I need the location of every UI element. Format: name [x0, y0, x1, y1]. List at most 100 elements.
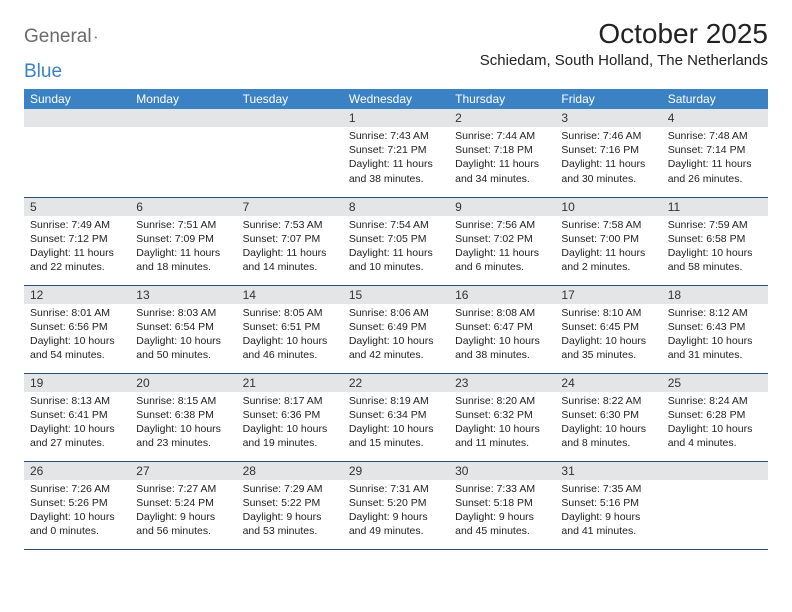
sunset: Sunset: 5:20 PM — [349, 496, 443, 510]
day-body: Sunrise: 8:15 AMSunset: 6:38 PMDaylight:… — [130, 392, 236, 455]
day-number: 22 — [343, 374, 449, 392]
sunset: Sunset: 6:38 PM — [136, 408, 230, 422]
calendar-cell: 5Sunrise: 7:49 AMSunset: 7:12 PMDaylight… — [24, 197, 130, 285]
day-number: 15 — [343, 286, 449, 304]
calendar-cell: 30Sunrise: 7:33 AMSunset: 5:18 PMDayligh… — [449, 461, 555, 549]
daylight: Daylight: 10 hours and 4 minutes. — [668, 422, 762, 450]
daylight: Daylight: 9 hours and 41 minutes. — [561, 510, 655, 538]
day-number: 25 — [662, 374, 768, 392]
sunset: Sunset: 5:18 PM — [455, 496, 549, 510]
daylight: Daylight: 11 hours and 6 minutes. — [455, 246, 549, 274]
sunrise: Sunrise: 8:03 AM — [136, 306, 230, 320]
day-number: 2 — [449, 109, 555, 127]
calendar-cell — [24, 109, 130, 197]
sunset: Sunset: 5:24 PM — [136, 496, 230, 510]
daylight: Daylight: 10 hours and 23 minutes. — [136, 422, 230, 450]
calendar-week: 5Sunrise: 7:49 AMSunset: 7:12 PMDaylight… — [24, 197, 768, 285]
sunrise: Sunrise: 7:46 AM — [561, 129, 655, 143]
daylight: Daylight: 10 hours and 0 minutes. — [30, 510, 124, 538]
day-body: Sunrise: 7:26 AMSunset: 5:26 PMDaylight:… — [24, 480, 130, 543]
calendar-week: 1Sunrise: 7:43 AMSunset: 7:21 PMDaylight… — [24, 109, 768, 197]
calendar-cell: 9Sunrise: 7:56 AMSunset: 7:02 PMDaylight… — [449, 197, 555, 285]
daylight: Daylight: 11 hours and 38 minutes. — [349, 157, 443, 185]
calendar-cell: 27Sunrise: 7:27 AMSunset: 5:24 PMDayligh… — [130, 461, 236, 549]
sunset: Sunset: 6:54 PM — [136, 320, 230, 334]
day-body: Sunrise: 8:13 AMSunset: 6:41 PMDaylight:… — [24, 392, 130, 455]
day-header: Thursday — [449, 89, 555, 109]
sunrise: Sunrise: 8:17 AM — [243, 394, 337, 408]
calendar-cell: 28Sunrise: 7:29 AMSunset: 5:22 PMDayligh… — [237, 461, 343, 549]
sunrise: Sunrise: 8:12 AM — [668, 306, 762, 320]
sunset: Sunset: 6:28 PM — [668, 408, 762, 422]
daylight: Daylight: 11 hours and 14 minutes. — [243, 246, 337, 274]
daylight: Daylight: 11 hours and 10 minutes. — [349, 246, 443, 274]
daylight: Daylight: 11 hours and 18 minutes. — [136, 246, 230, 274]
calendar-cell: 16Sunrise: 8:08 AMSunset: 6:47 PMDayligh… — [449, 285, 555, 373]
calendar-cell: 21Sunrise: 8:17 AMSunset: 6:36 PMDayligh… — [237, 373, 343, 461]
calendar-cell: 19Sunrise: 8:13 AMSunset: 6:41 PMDayligh… — [24, 373, 130, 461]
sunset: Sunset: 6:47 PM — [455, 320, 549, 334]
daylight: Daylight: 10 hours and 31 minutes. — [668, 334, 762, 362]
calendar-cell: 25Sunrise: 8:24 AMSunset: 6:28 PMDayligh… — [662, 373, 768, 461]
calendar-week: 26Sunrise: 7:26 AMSunset: 5:26 PMDayligh… — [24, 461, 768, 549]
day-number — [130, 109, 236, 127]
daylight: Daylight: 10 hours and 15 minutes. — [349, 422, 443, 450]
calendar-cell: 14Sunrise: 8:05 AMSunset: 6:51 PMDayligh… — [237, 285, 343, 373]
sunset: Sunset: 5:16 PM — [561, 496, 655, 510]
calendar-body: 1Sunrise: 7:43 AMSunset: 7:21 PMDaylight… — [24, 109, 768, 549]
day-number: 26 — [24, 462, 130, 480]
day-number: 31 — [555, 462, 661, 480]
sunrise: Sunrise: 7:43 AM — [349, 129, 443, 143]
day-body — [662, 480, 768, 486]
day-body: Sunrise: 7:43 AMSunset: 7:21 PMDaylight:… — [343, 127, 449, 190]
daylight: Daylight: 10 hours and 35 minutes. — [561, 334, 655, 362]
sunrise: Sunrise: 7:29 AM — [243, 482, 337, 496]
calendar-cell: 15Sunrise: 8:06 AMSunset: 6:49 PMDayligh… — [343, 285, 449, 373]
calendar-cell: 20Sunrise: 8:15 AMSunset: 6:38 PMDayligh… — [130, 373, 236, 461]
daylight: Daylight: 9 hours and 45 minutes. — [455, 510, 549, 538]
calendar-cell: 6Sunrise: 7:51 AMSunset: 7:09 PMDaylight… — [130, 197, 236, 285]
daylight: Daylight: 9 hours and 56 minutes. — [136, 510, 230, 538]
day-body: Sunrise: 7:46 AMSunset: 7:16 PMDaylight:… — [555, 127, 661, 190]
sunrise: Sunrise: 7:56 AM — [455, 218, 549, 232]
day-header: Tuesday — [237, 89, 343, 109]
calendar-cell: 2Sunrise: 7:44 AMSunset: 7:18 PMDaylight… — [449, 109, 555, 197]
sunrise: Sunrise: 8:08 AM — [455, 306, 549, 320]
day-number: 12 — [24, 286, 130, 304]
calendar-cell: 8Sunrise: 7:54 AMSunset: 7:05 PMDaylight… — [343, 197, 449, 285]
sunrise: Sunrise: 8:01 AM — [30, 306, 124, 320]
calendar-cell — [130, 109, 236, 197]
day-header: Monday — [130, 89, 236, 109]
day-body: Sunrise: 8:10 AMSunset: 6:45 PMDaylight:… — [555, 304, 661, 367]
day-body: Sunrise: 8:01 AMSunset: 6:56 PMDaylight:… — [24, 304, 130, 367]
calendar-cell: 18Sunrise: 8:12 AMSunset: 6:43 PMDayligh… — [662, 285, 768, 373]
calendar-cell: 10Sunrise: 7:58 AMSunset: 7:00 PMDayligh… — [555, 197, 661, 285]
month-title: October 2025 — [480, 18, 768, 50]
day-body: Sunrise: 7:58 AMSunset: 7:00 PMDaylight:… — [555, 216, 661, 279]
day-number: 5 — [24, 198, 130, 216]
sunset: Sunset: 7:02 PM — [455, 232, 549, 246]
sunset: Sunset: 7:05 PM — [349, 232, 443, 246]
sunrise: Sunrise: 7:58 AM — [561, 218, 655, 232]
sunrise: Sunrise: 7:31 AM — [349, 482, 443, 496]
day-number: 3 — [555, 109, 661, 127]
sunset: Sunset: 7:18 PM — [455, 143, 549, 157]
sunset: Sunset: 7:07 PM — [243, 232, 337, 246]
daylight: Daylight: 10 hours and 54 minutes. — [30, 334, 124, 362]
sunset: Sunset: 6:45 PM — [561, 320, 655, 334]
day-number: 10 — [555, 198, 661, 216]
day-number: 18 — [662, 286, 768, 304]
sunrise: Sunrise: 7:26 AM — [30, 482, 124, 496]
calendar-cell: 26Sunrise: 7:26 AMSunset: 5:26 PMDayligh… — [24, 461, 130, 549]
day-body: Sunrise: 7:48 AMSunset: 7:14 PMDaylight:… — [662, 127, 768, 190]
day-number: 21 — [237, 374, 343, 392]
day-body: Sunrise: 7:53 AMSunset: 7:07 PMDaylight:… — [237, 216, 343, 279]
calendar-page: General October 2025 Schiedam, South Hol… — [0, 0, 792, 560]
sunrise: Sunrise: 7:27 AM — [136, 482, 230, 496]
daylight: Daylight: 10 hours and 19 minutes. — [243, 422, 337, 450]
sunset: Sunset: 6:41 PM — [30, 408, 124, 422]
sunrise: Sunrise: 8:20 AM — [455, 394, 549, 408]
sunrise: Sunrise: 8:19 AM — [349, 394, 443, 408]
sunset: Sunset: 6:58 PM — [668, 232, 762, 246]
sunset: Sunset: 7:21 PM — [349, 143, 443, 157]
